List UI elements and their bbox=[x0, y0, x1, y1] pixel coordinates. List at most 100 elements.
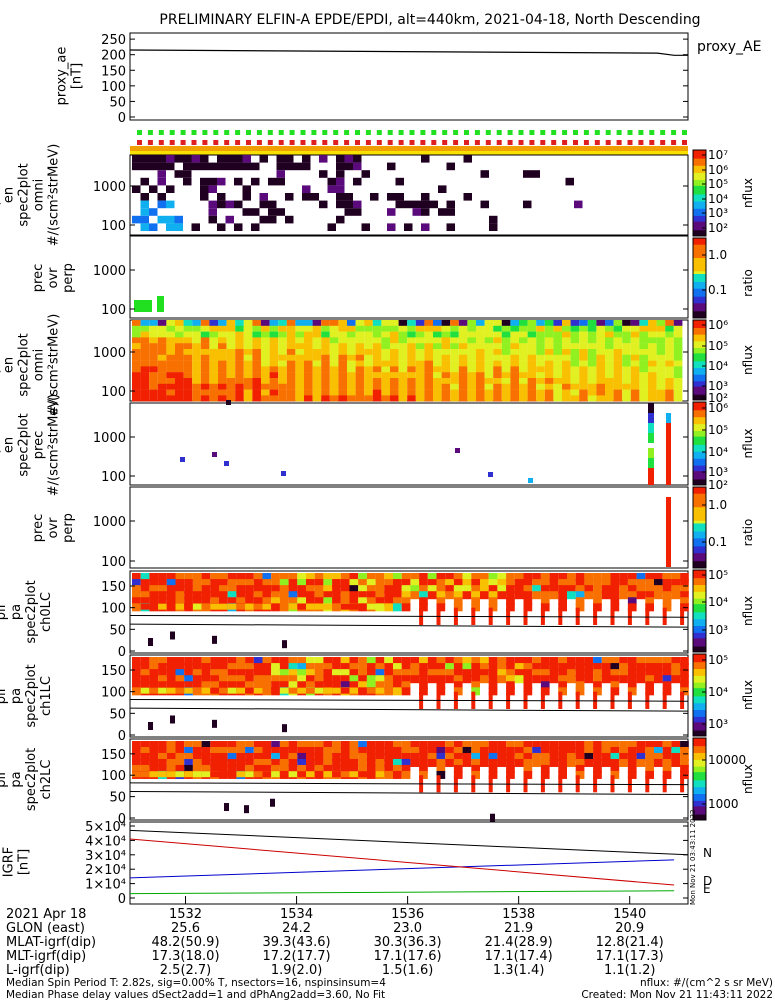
spectrogram-cell bbox=[358, 669, 367, 678]
spectrogram-cell bbox=[519, 354, 528, 361]
spectrogram-cell bbox=[200, 185, 209, 193]
quality-marker-red bbox=[278, 140, 284, 145]
spectrogram-cell bbox=[279, 597, 289, 606]
spectrogram-cell bbox=[245, 746, 254, 755]
colorbar-swatch bbox=[693, 243, 706, 246]
spectrogram-cell bbox=[458, 360, 468, 367]
spectrogram-cell bbox=[656, 331, 666, 338]
colorbar-swatch bbox=[693, 220, 706, 223]
spectrogram-cell bbox=[366, 597, 376, 606]
quality-marker-red bbox=[267, 140, 273, 145]
spectrogram-cell bbox=[217, 155, 226, 163]
colorbar-swatch bbox=[693, 634, 706, 637]
spectrogram-cell bbox=[278, 360, 287, 367]
colorbar-label: ratio bbox=[741, 519, 755, 547]
spectrogram-cell bbox=[140, 764, 150, 773]
spectrogram-cell bbox=[269, 320, 279, 326]
loss-cone-line bbox=[129, 623, 689, 628]
spectrogram-cell bbox=[285, 215, 294, 224]
colorbar-swatch bbox=[693, 624, 706, 627]
colorbar-swatch bbox=[693, 178, 706, 181]
spectrogram-cell bbox=[201, 752, 211, 761]
spectrogram-cell bbox=[338, 349, 347, 355]
colorbar-tick-label: 10⁶ bbox=[708, 163, 728, 177]
spectrogram-cell bbox=[201, 579, 211, 588]
spectrogram-cell bbox=[401, 573, 411, 581]
spectrogram-cell bbox=[680, 597, 689, 606]
colorbar-swatch bbox=[693, 670, 706, 673]
spectrogram-cell bbox=[510, 325, 519, 332]
spectrogram-cell bbox=[587, 360, 597, 367]
colorbar-swatch bbox=[693, 223, 706, 226]
colorbar-swatch bbox=[693, 700, 706, 703]
colorbar-swatch bbox=[693, 362, 706, 365]
spectrogram-cell bbox=[321, 372, 330, 379]
spectrogram-cell bbox=[192, 597, 202, 606]
spectrogram-cell bbox=[619, 669, 628, 678]
colorbar-swatch bbox=[693, 353, 706, 356]
spectrogram-cell bbox=[149, 354, 158, 361]
igrf-legend-n: N bbox=[703, 846, 712, 860]
spectrogram-cell bbox=[372, 354, 382, 361]
spectrogram-cell bbox=[149, 663, 159, 672]
spectrogram-cell bbox=[645, 775, 650, 793]
colorbar-swatch bbox=[693, 731, 706, 734]
spectrogram-cell bbox=[476, 366, 485, 373]
spectrogram-cell bbox=[680, 758, 689, 767]
spectrogram-cell bbox=[323, 573, 333, 581]
spectrogram-cell bbox=[209, 354, 218, 361]
spectrogram-cell bbox=[636, 752, 646, 761]
spectrogram-cell bbox=[593, 657, 602, 665]
spectrogram-cell bbox=[671, 579, 681, 588]
quality-marker-red bbox=[431, 140, 437, 145]
quality-marker-red bbox=[649, 140, 655, 145]
spectrogram-cell bbox=[132, 383, 141, 390]
spectrogram-cell bbox=[236, 681, 246, 690]
spectrogram-cell bbox=[157, 360, 167, 367]
quality-marker-green bbox=[464, 130, 469, 135]
spectrogram-cell bbox=[480, 591, 489, 600]
spectrogram-cell bbox=[314, 597, 324, 606]
spectrogram-cell bbox=[381, 349, 390, 355]
spectrogram-cell bbox=[390, 360, 399, 367]
spectrogram-cell bbox=[639, 343, 648, 350]
spectrogram-cell bbox=[175, 669, 185, 678]
colorbar-swatch bbox=[693, 641, 706, 643]
colorbar-swatch bbox=[693, 785, 706, 788]
spectrogram-cell bbox=[149, 591, 159, 600]
spectrogram-cell bbox=[366, 758, 376, 767]
spectrogram-cell bbox=[627, 758, 637, 767]
colorbar-swatch bbox=[693, 198, 706, 201]
spectrogram-cell bbox=[245, 741, 254, 749]
spectrogram-cell bbox=[366, 687, 376, 694]
spectrogram-cell bbox=[540, 663, 550, 672]
spectrogram-cell bbox=[253, 687, 263, 694]
spectrogram-cell bbox=[523, 585, 533, 594]
colorbar-swatch bbox=[693, 482, 706, 485]
colorbar-swatch bbox=[693, 382, 706, 385]
spectrogram-cell bbox=[375, 675, 385, 684]
spectrogram-cell bbox=[501, 343, 511, 350]
colorbar-swatch bbox=[693, 726, 706, 729]
colorbar-swatch bbox=[693, 411, 706, 414]
spectrogram-cell bbox=[262, 573, 272, 581]
spectrogram-cell bbox=[680, 573, 689, 581]
spectrogram-cell bbox=[662, 663, 672, 672]
colorbar-swatch bbox=[693, 539, 706, 542]
spectrogram-cell bbox=[540, 603, 550, 612]
spectrogram-cell bbox=[390, 389, 399, 396]
spectrogram-cell bbox=[467, 366, 476, 373]
spectrogram-cell bbox=[645, 681, 654, 690]
colorbar-swatch bbox=[693, 283, 706, 286]
spectrogram-cell bbox=[200, 366, 210, 373]
spectrogram-cell bbox=[540, 579, 550, 588]
spectrogram-cell bbox=[364, 337, 373, 344]
spectrogram-cell bbox=[575, 681, 585, 690]
colorbar-swatch bbox=[693, 154, 706, 157]
spectrogram-cell bbox=[493, 337, 502, 344]
colorbar-swatch bbox=[693, 462, 706, 465]
spectrogram-cell bbox=[200, 325, 210, 332]
colorbar-swatch bbox=[693, 605, 706, 608]
spectrogram-cell bbox=[645, 573, 654, 581]
spectrogram-cell bbox=[419, 603, 428, 612]
